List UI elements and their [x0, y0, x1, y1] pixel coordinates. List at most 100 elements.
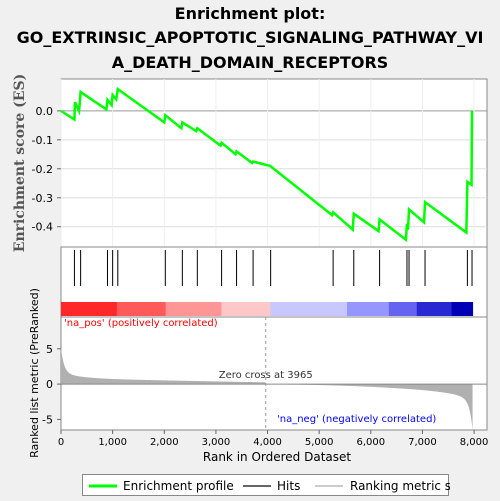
heatbar-segment [158, 302, 167, 316]
rank-heatbar [61, 302, 474, 316]
heatbar-segment [437, 302, 446, 316]
heatbar-segment [423, 302, 432, 316]
heatbar-segment [465, 302, 474, 316]
legend-svg: Enrichment profile Hits Ranking metric s… [89, 479, 483, 493]
x-tick-label: 7,000 [408, 437, 437, 448]
neg-label: 'na_neg' (negatively correlated) [277, 414, 436, 425]
heatbar-segment [312, 302, 320, 316]
heatbar-segment [263, 302, 271, 316]
heatbar-segment [116, 302, 125, 316]
es-panel [60, 78, 488, 248]
heatbar-segment [67, 302, 76, 316]
x-axis-ticks: 0 1,000 2,000 3,000 4,000 5,000 6,000 7,000 8,00… [58, 430, 489, 448]
heatbar-segment [402, 302, 411, 316]
x-tick-label: 8,000 [460, 437, 489, 448]
ranking-tick-label: -5 [42, 413, 53, 426]
heatbar-segment [179, 302, 188, 316]
heatbar-segment [374, 302, 383, 316]
heatbar-segment [200, 302, 208, 316]
enrichment-profile-line [60, 86, 474, 243]
es-y-axis-label: Enrichment score (ES) [12, 74, 28, 252]
es-tick-label: -0.4 [32, 221, 53, 234]
heatbar-segment [291, 302, 299, 316]
heatbar-segment [172, 302, 181, 316]
heatbar-segment [472, 302, 474, 316]
heatbar-segment [360, 302, 369, 316]
es-tick-label: -0.3 [32, 192, 53, 205]
heatbar-segment [242, 302, 250, 316]
heatbar-segment [333, 302, 341, 316]
heatbar-segment [305, 302, 313, 316]
heatbar-segment [81, 302, 90, 316]
heatbar-segment [228, 302, 236, 316]
heatbar-segment [340, 302, 348, 316]
heatbar-segment [395, 302, 404, 316]
es-y-ticks: 0.0 -0.1 -0.2 -0.3 -0.4 [32, 105, 61, 234]
legend-label-profile: Enrichment profile [123, 479, 234, 493]
heatbar-segment [451, 302, 460, 316]
x-tick-label: 1,000 [98, 437, 127, 448]
chart-title-line-1: Enrichment plot: [174, 4, 326, 23]
heatbar-segment [151, 302, 160, 316]
heatbar-segment [221, 302, 229, 316]
ranking-panel [60, 316, 488, 431]
heatbar-segment [249, 302, 257, 316]
heatbar-segment [207, 302, 215, 316]
ranking-tick-label: 5 [46, 343, 53, 356]
es-grid [60, 79, 487, 247]
pos-label: 'na_pos' (positively correlated) [64, 318, 218, 329]
es-tick-label: -0.1 [32, 134, 53, 147]
x-tick-label: 2,000 [150, 437, 179, 448]
heatbar-segment [409, 302, 418, 316]
heatbar-segment [144, 302, 153, 316]
heatbar-segment [186, 302, 195, 316]
heatbar-segment [61, 302, 69, 316]
zero-cross-label: Zero cross at 3965 [219, 370, 313, 381]
heatbar-segment [381, 302, 390, 316]
heatbar-segment [165, 302, 174, 316]
heatbar-segment [430, 302, 439, 316]
heatbar-segment [102, 302, 111, 316]
chart-title-line-3: A_DEATH_DOMAIN_RECEPTORS [111, 53, 389, 72]
x-tick-label: 3,000 [202, 437, 231, 448]
heatbar-segment [353, 302, 362, 316]
heatbar-segment [130, 302, 139, 316]
heatbar-segment [388, 302, 397, 316]
heatbar-segment [444, 302, 453, 316]
x-axis-label: Rank in Ordered Dataset [203, 450, 351, 464]
hit-marks [73, 250, 473, 286]
heatbar-segment [74, 302, 83, 316]
chart-title-line-2: GO_EXTRINSIC_APOPTOTIC_SIGNALING_PATHWAY… [16, 28, 484, 47]
heatbar-segment [193, 302, 202, 316]
heatbar-segment [214, 302, 222, 316]
heatbar-segment [367, 302, 376, 316]
legend: Enrichment profile Hits Ranking metric s… [82, 474, 483, 496]
heatbar-segment [298, 302, 306, 316]
es-tick-label: 0.0 [36, 105, 54, 118]
heatbar-segment [319, 302, 327, 316]
es-tick-label: -0.2 [32, 163, 53, 176]
ranking-tick-label: 0 [46, 378, 53, 391]
heatbar-segment [123, 302, 132, 316]
heatbar-segment [88, 302, 97, 316]
heatbar-segment [256, 302, 264, 316]
heatbar-segment [137, 302, 146, 316]
legend-label-hits: Hits [277, 479, 300, 493]
heatbar-segment [346, 302, 355, 316]
ranking-y-ticks: 5 0 -5 [42, 343, 61, 426]
x-tick-label: 4,000 [253, 437, 282, 448]
heatbar-segment [270, 302, 278, 316]
heatbar-segment [416, 302, 425, 316]
heatbar-segment [109, 302, 118, 316]
x-tick-label: 5,000 [305, 437, 334, 448]
heatbar-segment [326, 302, 334, 316]
heatbar-segment [458, 302, 467, 316]
x-tick-label: 0 [58, 437, 64, 448]
legend-label-ranking: Ranking metric scores [350, 479, 450, 493]
ranking-y-axis-label: Ranked list metric (PreRanked) [28, 288, 41, 458]
heatbar-segment [277, 302, 285, 316]
heatbar-segment [284, 302, 292, 316]
heatbar-segment [95, 302, 104, 316]
